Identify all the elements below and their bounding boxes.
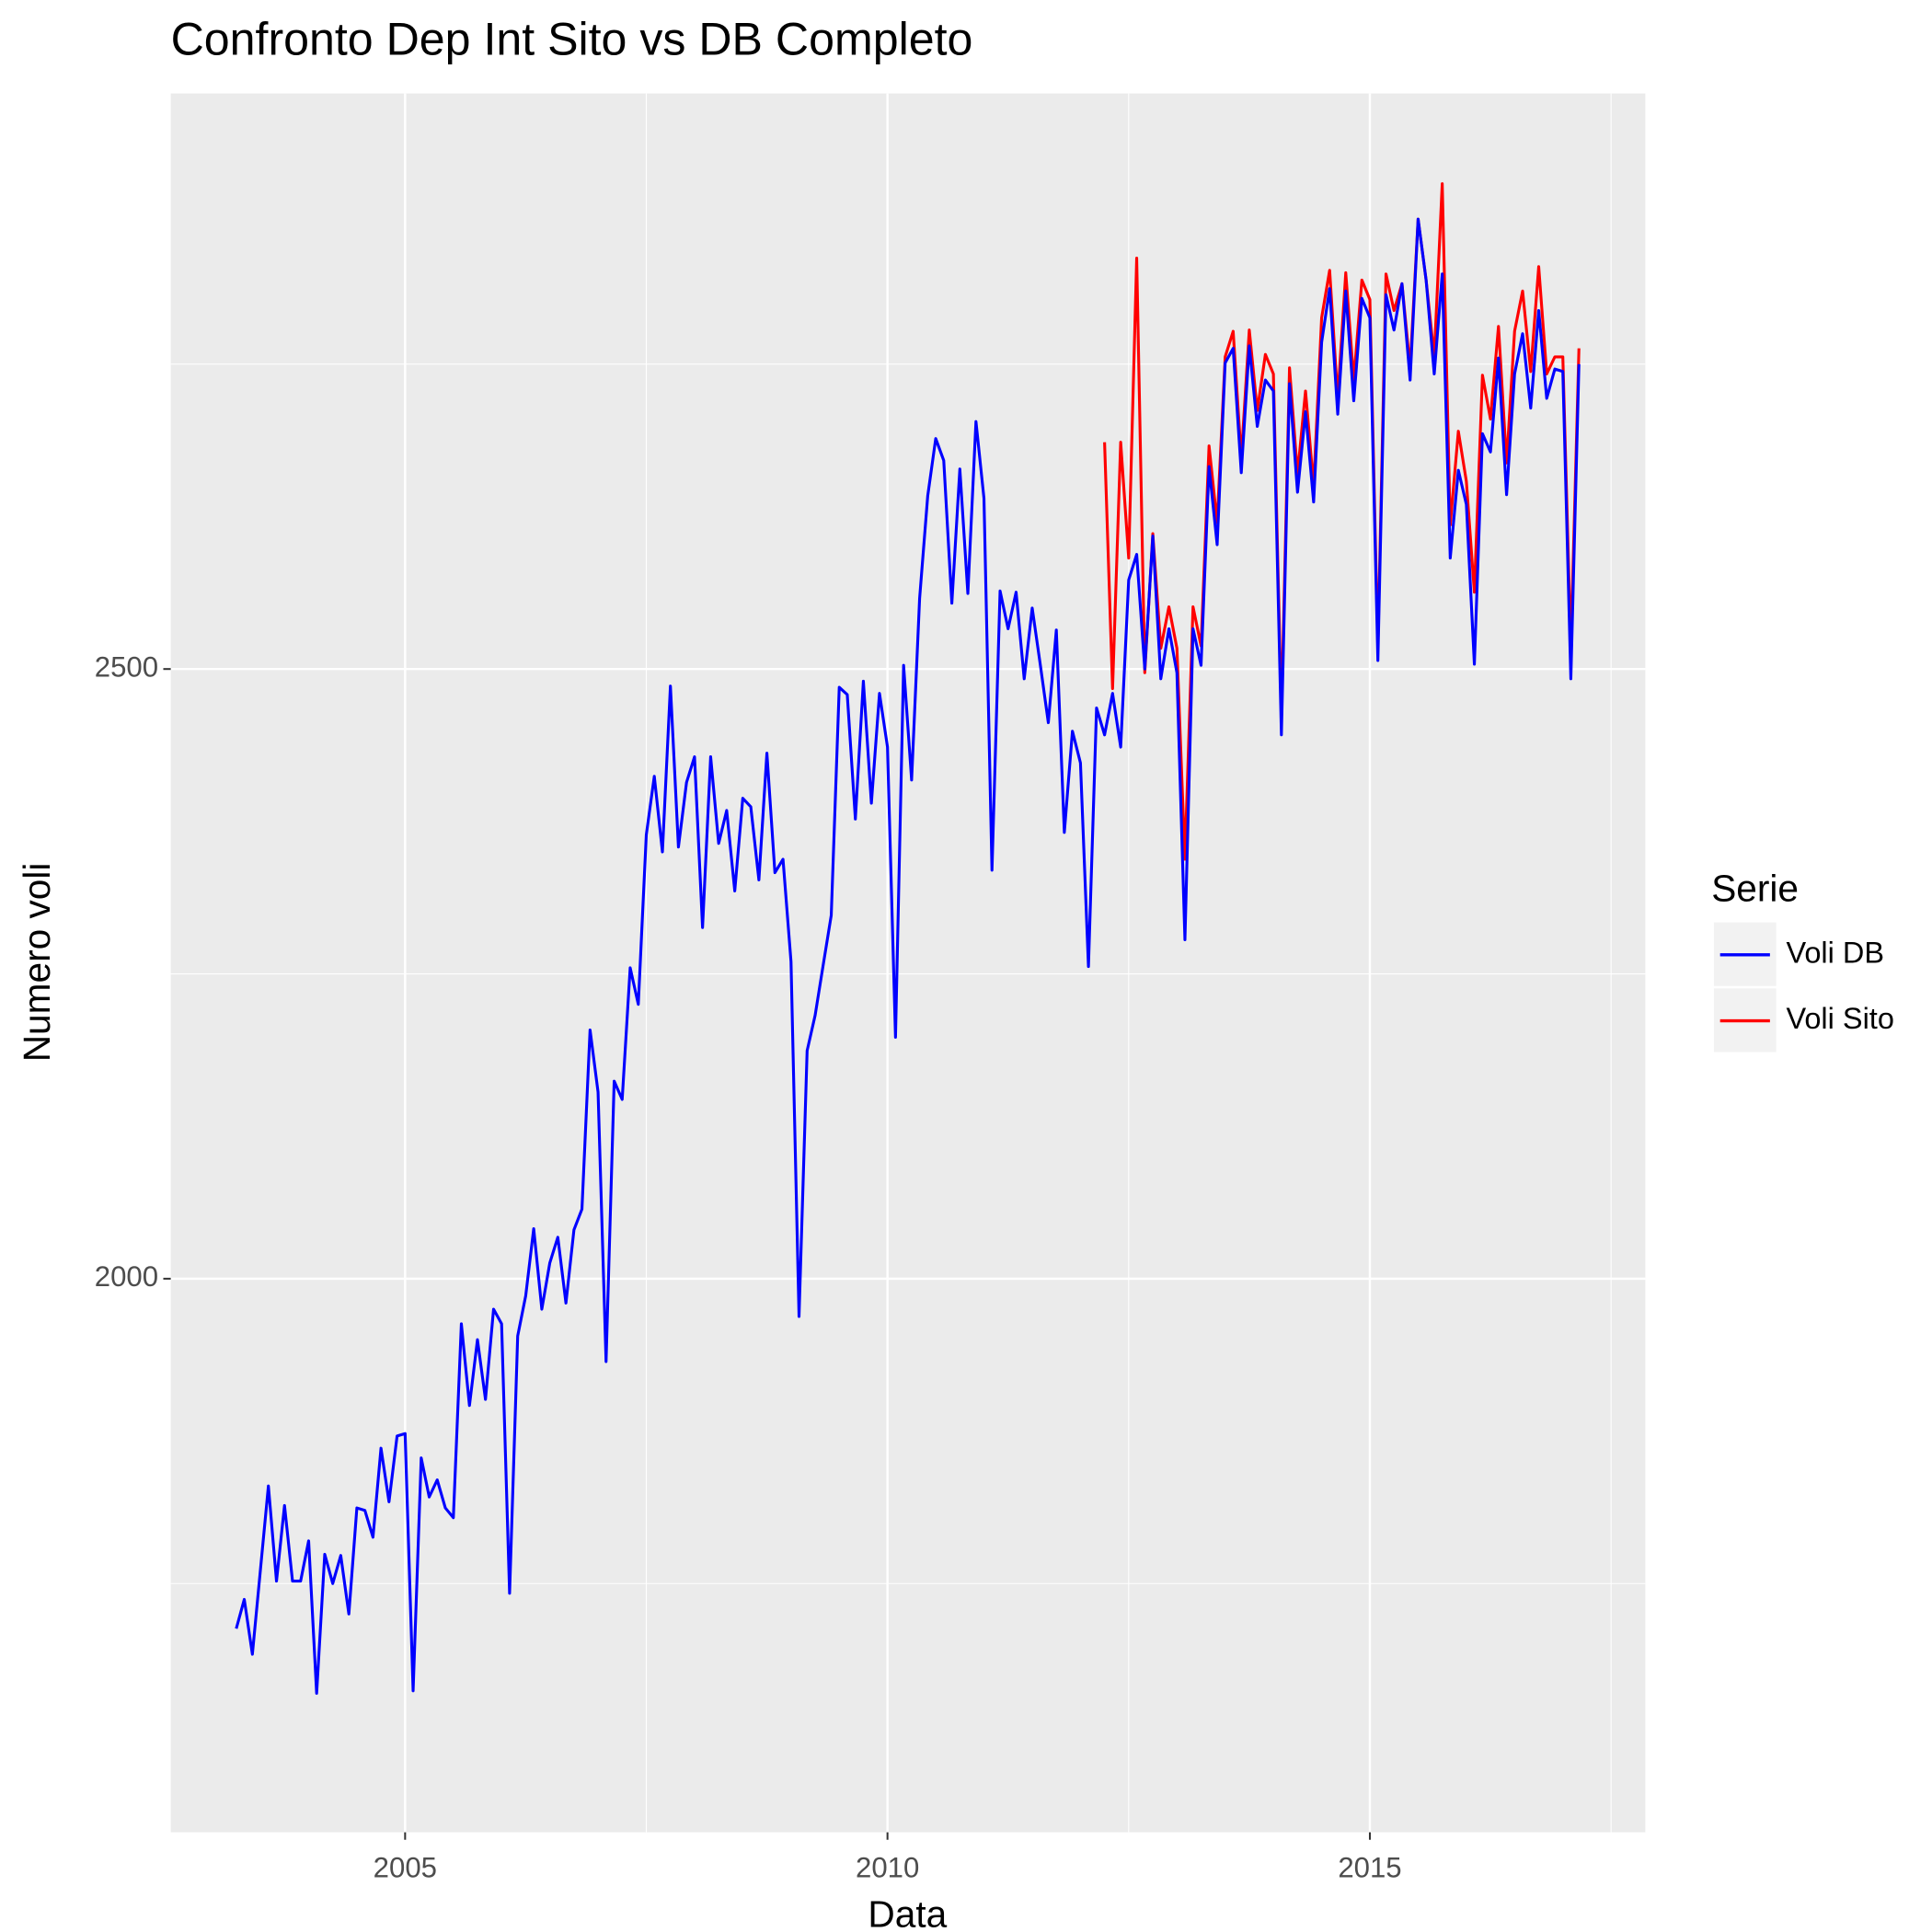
y-axis-title: Numero voli <box>16 863 58 1063</box>
legend-label: Voli DB <box>1786 936 1884 969</box>
legend-label: Voli Sito <box>1786 1002 1893 1035</box>
legend: Serie Voli DB Voli Sito <box>1711 867 1894 1052</box>
y-tick-label: 2000 <box>95 1260 158 1293</box>
x-tick-label: 2005 <box>374 1851 437 1883</box>
x-tick-label: 2015 <box>1338 1851 1401 1883</box>
grid <box>170 93 1646 1833</box>
axes: 2000 2500 2005 2010 2015 <box>95 650 1402 1883</box>
series-line <box>235 217 1581 1696</box>
x-tick-label: 2010 <box>856 1851 919 1883</box>
chart-title: Confronto Dep Int Sito vs DB Completo <box>171 13 973 64</box>
y-tick-label: 2500 <box>95 650 158 683</box>
plot-panel <box>170 93 1646 1833</box>
lines <box>235 182 1581 1696</box>
legend-title: Serie <box>1711 867 1799 909</box>
x-axis-title: Data <box>868 1892 947 1932</box>
